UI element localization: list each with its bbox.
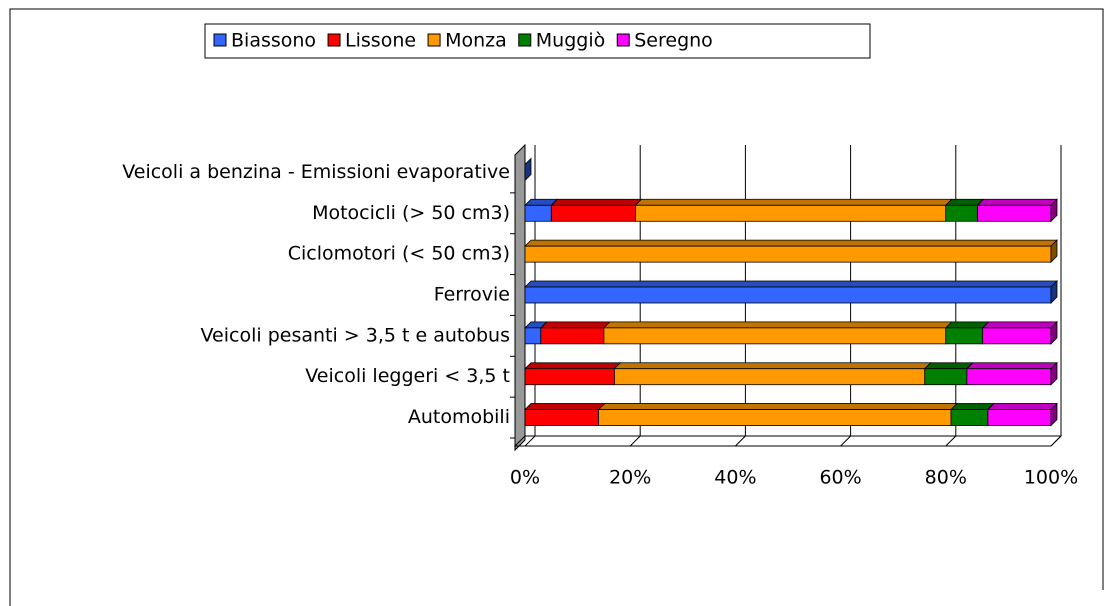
bar-top	[981, 321, 1058, 329]
bar	[524, 245, 1052, 263]
legend-swatch	[213, 33, 227, 47]
bar-top	[923, 362, 974, 370]
bar-top	[602, 321, 953, 329]
bar-side	[1050, 239, 1058, 264]
bar-top	[550, 198, 643, 206]
bar	[945, 327, 984, 345]
y-tick-label: Motocicli (> 50 cm3)	[312, 202, 510, 224]
y-tick-label: Veicoli a benzina - Emissioni evaporativ…	[122, 161, 510, 183]
bar	[982, 327, 1052, 345]
y-tick-label: Automobili	[408, 406, 510, 428]
bar-top	[613, 362, 932, 370]
x-tick-label: 40%	[714, 467, 756, 489]
bar	[524, 368, 615, 386]
legend-label: Biassono	[231, 30, 316, 52]
bar-side	[1050, 361, 1058, 386]
bar	[524, 327, 542, 345]
x-tick-label: 80%	[925, 467, 967, 489]
bar	[924, 368, 968, 386]
bar-top	[524, 280, 1058, 288]
x-tick-label: 60%	[819, 467, 861, 489]
bar-top	[539, 321, 611, 329]
legend-box	[204, 23, 871, 59]
bar-top	[524, 403, 606, 410]
grid-line-floor	[629, 435, 641, 447]
bar	[524, 204, 552, 222]
bar-top	[524, 362, 622, 370]
x-tick-label: 20%	[609, 467, 651, 489]
bar	[524, 286, 1052, 304]
chart-border	[9, 8, 1104, 606]
bar-side	[1050, 280, 1058, 304]
legend-swatch	[327, 33, 341, 47]
bar	[614, 368, 926, 386]
bar-top	[524, 239, 1058, 247]
bar-top	[976, 198, 1058, 206]
bar	[540, 327, 605, 345]
side-wall	[514, 143, 526, 452]
bar	[945, 204, 978, 222]
x-tick-label: 100%	[1024, 467, 1078, 489]
bar-top	[986, 403, 1058, 410]
bar	[603, 327, 947, 345]
grid-line-floor	[524, 435, 536, 447]
bar-side	[524, 157, 532, 182]
y-tick-label: Ciclomotori (< 50 cm3)	[288, 243, 510, 265]
grid-line-floor	[735, 435, 746, 447]
legend-swatch	[427, 33, 441, 47]
bar-top	[950, 403, 995, 410]
bar	[524, 409, 600, 426]
bar	[598, 409, 952, 426]
legend-label: Lissone	[345, 30, 416, 52]
legend-swatch	[616, 33, 630, 47]
bar	[976, 204, 1052, 222]
grid-line-floor	[1050, 435, 1062, 447]
bar-side	[1050, 198, 1058, 223]
bar	[987, 409, 1052, 426]
bar	[950, 409, 989, 426]
legend-swatch	[518, 33, 532, 47]
bar-top	[634, 198, 953, 206]
floor	[513, 435, 1063, 447]
legend-label: Monza	[445, 30, 507, 52]
grid-line-floor	[945, 435, 957, 447]
bar	[635, 204, 947, 222]
y-tick-label: Veicoli pesanti > 3,5 t e autobus	[201, 324, 510, 346]
bar-top	[597, 403, 959, 410]
bar	[966, 368, 1052, 386]
y-tick-label: Veicoli leggeri < 3,5 t	[305, 365, 510, 387]
y-tick-label: Ferrovie	[434, 284, 510, 306]
legend-label: Seregno	[634, 30, 713, 52]
bar-top	[944, 321, 990, 329]
x-tick-label: 0%	[510, 467, 540, 489]
bar-side	[1050, 320, 1058, 345]
legend-label: Muggiò	[536, 30, 605, 52]
bar-top	[965, 362, 1058, 370]
bar	[550, 204, 636, 222]
grid-line-floor	[840, 435, 851, 447]
bar-side	[1050, 402, 1058, 427]
